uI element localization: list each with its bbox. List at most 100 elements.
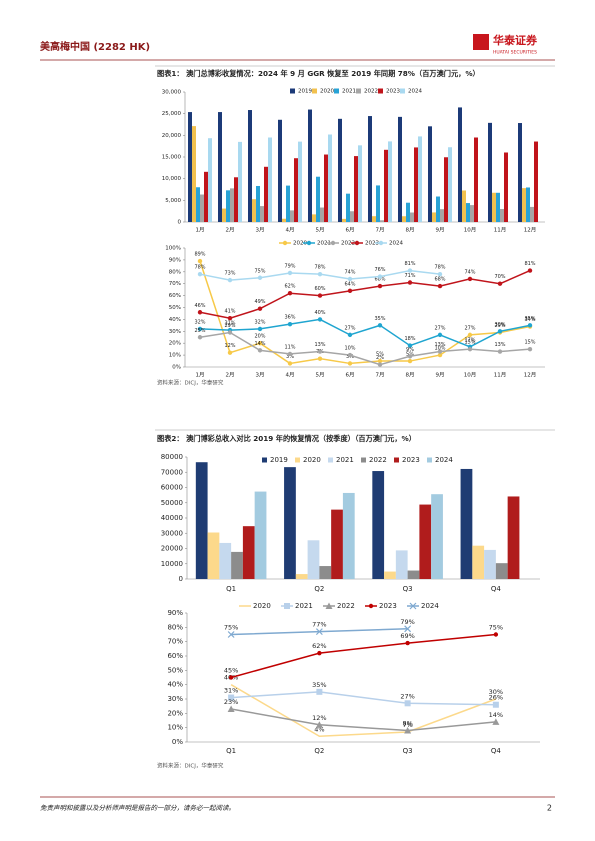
bar [346,193,350,222]
x-tick-label: Q2 [314,747,324,755]
bar [264,166,268,222]
legend-label: 2024 [421,602,439,610]
bar [372,216,376,222]
bar [472,545,485,579]
bar [410,212,414,222]
x-tick-label: Q3 [403,585,413,593]
bar [342,492,355,579]
data-label: 68% [374,277,385,283]
data-label: 15% [464,340,475,346]
bar [226,190,230,222]
data-label: 29% [494,323,505,329]
marker [330,240,336,246]
data-label: 77% [312,621,326,629]
bar [507,496,520,579]
bar [195,462,208,579]
bar [188,112,192,222]
brand: 华泰证券 [493,33,538,47]
bar [384,571,396,579]
bar [492,192,496,222]
disclaimer: 免责声明和披露以及分析师声明是报告的一部分，请务必一起阅读。 [40,804,235,812]
x-tick-label: Q4 [491,585,502,593]
bar [354,156,358,222]
x-tick-label: 6月 [346,372,355,379]
data-label: 30% [489,688,503,696]
y-tick-label: 60% [167,652,183,660]
x-tick-label: 12月 [524,227,537,234]
data-label: 31% [224,687,238,695]
bar [268,137,272,222]
legend-label: 2021 [342,89,356,95]
source: 资料来源：DICJ，华泰研究 [157,762,224,770]
marker [325,602,333,609]
y-tick-label: 40000 [161,514,183,522]
y-tick-label: 30000 [161,529,183,537]
legend-label: 2020 [303,456,321,464]
marker [497,329,503,334]
marker [316,688,323,695]
legend-label: 2024 [408,89,422,95]
bar [256,185,260,222]
line [199,269,531,319]
marker [284,603,290,609]
line [230,684,497,738]
x-tick-label: 1月 [196,227,205,234]
data-label: 74% [344,269,355,275]
x-tick-label: 8月 [406,227,415,234]
y-tick-label: 20,000 [162,133,182,139]
marker [287,321,293,327]
marker [347,361,353,366]
y-tick-label: 50000 [161,499,183,507]
y-tick-label: 40% [167,681,183,689]
marker [287,291,293,296]
bar [444,157,448,222]
bar [342,218,346,222]
legend-swatch [328,457,333,463]
data-label: 8% [402,720,412,728]
bar [290,210,294,222]
y-tick-label: 0 [179,575,183,583]
legend-label: 2022 [337,602,355,610]
y-tick-label: 0% [172,738,183,746]
legend-label: 2023 [402,456,420,464]
logo-icon [473,34,489,50]
data-label: 27% [344,325,355,331]
data-label: 27% [434,325,445,331]
data-label: 73% [224,271,235,277]
data-label: 23% [224,698,238,706]
x-tick-label: Q2 [314,585,324,593]
x-tick-label: 9月 [436,227,445,234]
data-label: 3% [286,354,294,360]
bar [248,110,252,222]
bar [474,137,478,222]
marker [197,335,203,340]
bar [242,526,255,579]
bar [278,119,282,222]
legend-label: 2020 [253,602,271,610]
legend-label: 2022 [364,89,378,95]
x-tick-label: 6月 [346,227,355,234]
data-label: 31% [224,321,235,327]
x-tick-label: 2月 [226,227,235,234]
bar [458,107,462,222]
legend-swatch [356,88,361,94]
y-tick-label: 10% [167,724,183,732]
y-tick-label: 20000 [161,545,183,553]
marker [467,332,473,338]
marker [492,718,500,725]
legend-label: 2021 [317,241,331,247]
bar [368,116,372,222]
data-label: 17% [464,337,475,343]
data-label: 36% [284,315,295,321]
legend-label: 2023 [379,602,397,610]
marker [404,727,412,734]
bar [484,549,496,579]
marker [527,268,533,273]
line [230,708,496,732]
data-label: 13% [314,342,325,348]
bar [328,134,332,222]
bar [376,185,380,222]
bar [252,199,256,222]
data-label: 69% [400,632,414,640]
